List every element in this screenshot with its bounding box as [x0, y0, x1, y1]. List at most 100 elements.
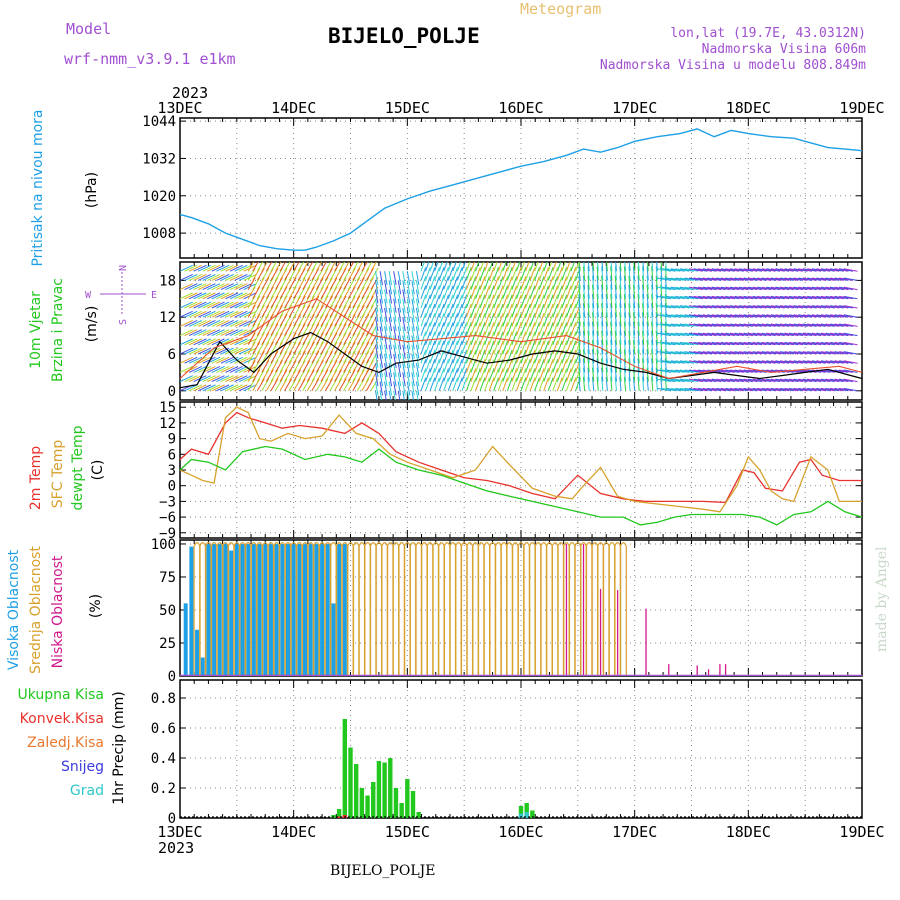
- wind-barb: [614, 303, 617, 318]
- wind-barb: [447, 349, 454, 364]
- wind-barb: [329, 262, 336, 272]
- wind-barb: [320, 378, 329, 392]
- wind-barb: [578, 284, 581, 299]
- wind-barb: [843, 305, 858, 309]
- wind-barb: [234, 384, 248, 392]
- wind-barb: [784, 277, 799, 281]
- wind-barb: [592, 330, 595, 345]
- wind-barb: [646, 284, 649, 299]
- wind-barb: [343, 262, 350, 272]
- wind-barb: [784, 295, 799, 300]
- wind-barb: [238, 320, 253, 327]
- wind-barb: [311, 304, 320, 318]
- wind-barb: [429, 359, 436, 373]
- wind-barb: [388, 363, 393, 378]
- wind-barb: [605, 376, 608, 391]
- wind-barb: [334, 350, 343, 364]
- wind-barb: [725, 351, 740, 355]
- wind-barb: [666, 341, 681, 346]
- wind-barb: [293, 286, 302, 300]
- wind-barb: [834, 351, 849, 355]
- wind-barb: [775, 323, 790, 327]
- wind-barb: [193, 338, 207, 346]
- wind-barb: [425, 377, 431, 391]
- wind-barb: [193, 366, 207, 373]
- wind-barb: [329, 277, 338, 290]
- wind-barb: [657, 314, 672, 318]
- wind-barb: [393, 326, 397, 341]
- wind-barb: [220, 384, 234, 392]
- wind-barb: [628, 330, 631, 345]
- wind-barb: [637, 284, 640, 299]
- wind-barb: [816, 360, 831, 364]
- wind-barb: [211, 329, 225, 337]
- wind-barb: [429, 377, 436, 391]
- wind-barb: [623, 266, 627, 281]
- wind-barb: [651, 349, 654, 364]
- cloud-high-bar: [337, 543, 342, 676]
- wind-barb: [798, 295, 813, 300]
- wind-barb: [252, 304, 261, 318]
- wind-barb: [447, 303, 454, 318]
- wind-barb: [679, 332, 694, 337]
- wind-barb: [384, 271, 388, 286]
- wind-barb: [302, 286, 311, 300]
- wind-barb: [561, 267, 568, 281]
- wind-barb: [734, 360, 749, 364]
- wind-barb: [393, 353, 397, 368]
- wind-barb: [180, 301, 193, 309]
- wind-barb: [306, 369, 315, 382]
- wind-barb: [397, 381, 402, 396]
- wind-barb: [829, 351, 844, 355]
- wind-barb: [587, 303, 590, 318]
- wind-barb: [834, 295, 849, 300]
- wind-barb: [343, 268, 352, 281]
- wind-barb: [601, 284, 604, 299]
- wind-barb: [610, 284, 613, 299]
- wind-barb: [361, 314, 370, 327]
- precip-legend-item: Konvek.Kisa: [20, 711, 104, 727]
- wind-barb: [456, 285, 463, 299]
- wind-barb: [315, 378, 324, 392]
- wind-barb: [596, 376, 599, 391]
- gust-series: [179, 298, 863, 380]
- wind-barb: [688, 387, 703, 392]
- wind-barb: [502, 262, 507, 272]
- wind-barb: [766, 351, 781, 355]
- wind-barb: [452, 368, 459, 382]
- wind-barb: [752, 295, 767, 300]
- wind-barb: [770, 351, 785, 355]
- wind-barb: [493, 368, 499, 382]
- wind-barb: [393, 363, 397, 378]
- wind-barb: [556, 276, 563, 290]
- wind-barb: [247, 350, 256, 364]
- wind-barb: [582, 340, 586, 355]
- wind-barb: [552, 349, 559, 364]
- wind-barb: [628, 262, 631, 272]
- wind-barb: [834, 341, 849, 346]
- wind-barb: [565, 359, 572, 373]
- wind-barb: [770, 295, 785, 300]
- wind-barb: [839, 332, 853, 337]
- wind-barb: [297, 378, 306, 392]
- wind-barb: [661, 314, 676, 318]
- wind-barb: [429, 313, 436, 327]
- y-tick-label: 6: [168, 447, 176, 463]
- wind-barb: [552, 368, 559, 382]
- wind-barb: [379, 326, 383, 341]
- wind-barb: [761, 360, 776, 364]
- wind-barb: [582, 367, 586, 382]
- wind-barb: [238, 264, 253, 272]
- wind-barb: [320, 295, 329, 309]
- wind-barb: [515, 267, 522, 281]
- y-tick-label: 75: [159, 570, 176, 586]
- wind-barb: [839, 286, 853, 291]
- wind-barb: [816, 351, 831, 355]
- x-tick-label-top: 15DEC: [385, 99, 430, 117]
- wind-barb: [511, 303, 518, 318]
- wind-barb: [766, 332, 781, 337]
- wind-barb: [361, 262, 368, 272]
- wind-barb: [556, 267, 563, 281]
- wind-barb: [180, 338, 193, 346]
- wind-barb: [252, 360, 261, 373]
